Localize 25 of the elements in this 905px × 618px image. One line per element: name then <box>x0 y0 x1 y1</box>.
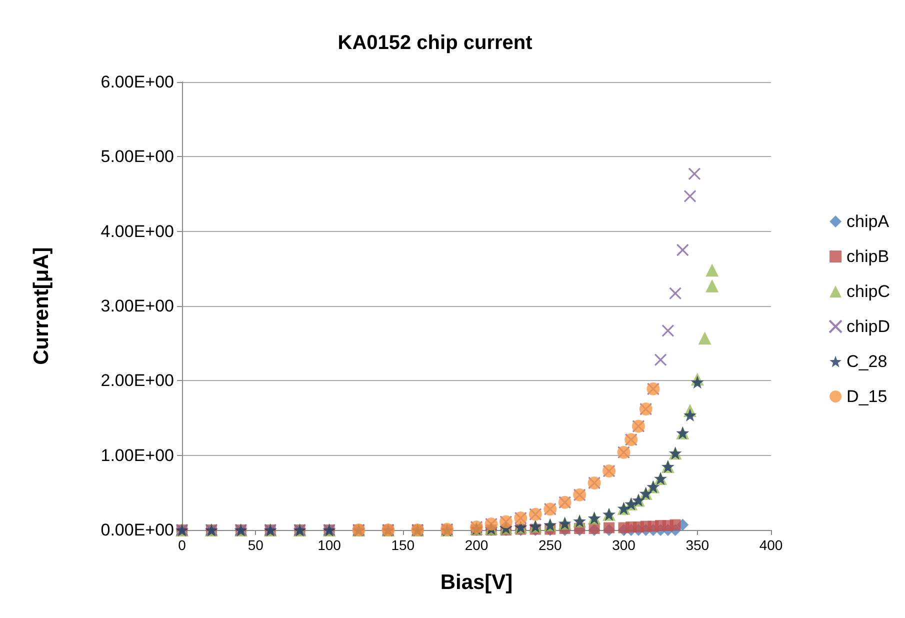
y-tick-label: 0.00E+00 <box>100 520 174 540</box>
y-axis-title: Current[μA] <box>30 247 53 365</box>
legend-label: chipD <box>846 317 890 336</box>
x-tick-label: 350 <box>686 537 710 553</box>
x-tick-label: 400 <box>759 537 783 553</box>
y-tick-label: 3.00E+00 <box>100 296 174 316</box>
x-tick-label: 200 <box>464 537 488 553</box>
legend-label: chipB <box>846 247 890 266</box>
x-tick-label: 250 <box>538 537 562 553</box>
x-tick-label: 50 <box>248 537 264 553</box>
y-tick-label: 5.00E+00 <box>100 147 174 166</box>
legend-label: C_28 <box>846 352 888 371</box>
y-tick-label: 1.00E+00 <box>100 446 174 465</box>
x-tick-label: 100 <box>318 537 342 553</box>
y-tick-label: 2.00E+00 <box>100 371 174 390</box>
legend-label: D_15 <box>846 387 888 406</box>
x-tick-label: 300 <box>612 537 636 553</box>
legend-label: chipC <box>846 282 890 301</box>
y-tick-label: 4.00E+00 <box>100 222 174 241</box>
x-tick-label: 0 <box>178 537 186 553</box>
x-tick-label: 150 <box>391 537 415 553</box>
x-axis-title: Bias[V] <box>440 571 513 594</box>
chart-title: KA0152 chip current <box>338 32 533 54</box>
legend-label: chipA <box>846 212 890 231</box>
y-tick-label: 6.00E+00 <box>100 72 174 92</box>
